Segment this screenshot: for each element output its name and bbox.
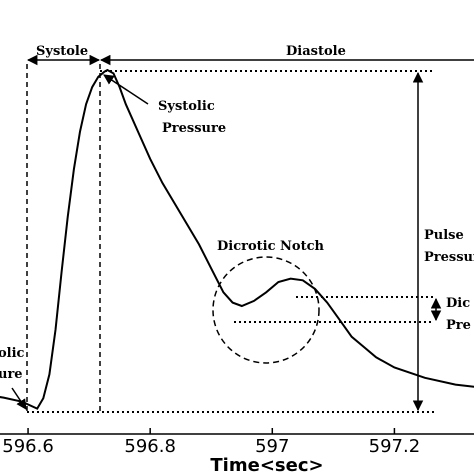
- dicrotic-notch-circle: [212, 256, 320, 364]
- systolic-pressure-label-line1: Systolic: [158, 99, 215, 114]
- x-tick-label: 596.8: [124, 436, 176, 457]
- dicrotic-pressure-label-line2: Pre: [446, 318, 471, 333]
- systolic-pointer-arrow: [103, 74, 149, 105]
- x-tick-label: 597: [255, 436, 289, 457]
- x-ticks: 596.6 596.8 597 597.2: [2, 428, 420, 457]
- waveform-line: [0, 68, 474, 410]
- pulse-pressure-label-line1: Pulse: [424, 228, 464, 243]
- systole-label: Systole: [36, 44, 88, 59]
- pulse-pressure-label-line2: Pressure: [424, 250, 474, 265]
- x-axis-title: Time<sec>: [210, 455, 323, 474]
- x-tick-label: 596.6: [2, 436, 54, 457]
- dicrotic-pressure-label-line1: Dic: [446, 296, 470, 311]
- diastolic-pressure-label-line2: ure: [0, 367, 23, 382]
- diastole-label: Diastole: [286, 44, 346, 59]
- systolic-pressure-label-line2: Pressure: [162, 121, 226, 136]
- diastolic-pressure-label-line1: olic: [0, 346, 25, 361]
- diastolic-pointer-arrow: [11, 387, 27, 410]
- x-tick-label: 597.2: [369, 436, 421, 457]
- dicrotic-notch-label: Dicrotic Notch: [217, 239, 325, 254]
